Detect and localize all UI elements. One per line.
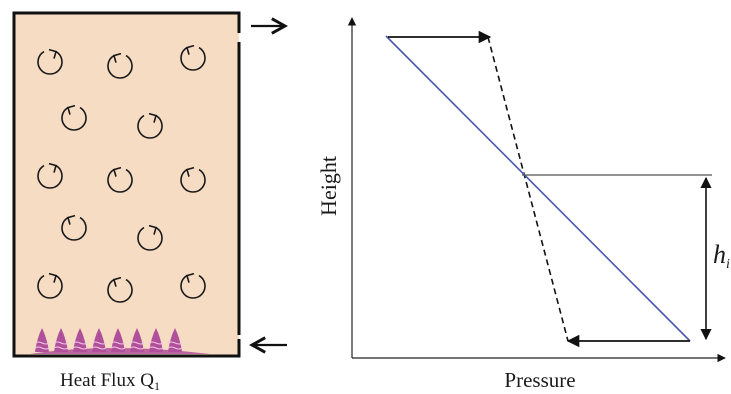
- circular-arrow-icon: [61, 214, 87, 241]
- flame-icon: [149, 328, 163, 352]
- x-axis-label: Pressure: [504, 368, 575, 392]
- flame-wave-icon: [167, 341, 183, 350]
- circular-arrow-icon: [137, 224, 163, 251]
- circular-arrow-icon: [61, 104, 87, 131]
- flame-wave-icon: [72, 341, 88, 350]
- circular-arrow-icon: [180, 272, 206, 299]
- flame-icon: [168, 328, 182, 352]
- circular-arrow-icon: [107, 166, 133, 193]
- flame-wave-icon: [53, 341, 69, 350]
- flame-wave-icon: [34, 341, 50, 350]
- neutral-height-label: hi: [713, 240, 730, 272]
- circular-arrow-icon: [107, 52, 133, 79]
- circular-arrow-icon: [137, 112, 163, 139]
- convection-swirls: [37, 44, 206, 303]
- circular-arrow-icon: [180, 44, 206, 71]
- circular-arrow-icon: [37, 272, 63, 299]
- outdoor-pressure-line: [487, 36, 569, 342]
- flame-wave-icon: [110, 341, 126, 350]
- flame-icon: [130, 328, 144, 352]
- heat-flux-caption: Heat Flux Q1: [60, 370, 160, 393]
- circular-arrow-icon: [37, 48, 63, 75]
- circular-arrow-icon: [37, 162, 63, 189]
- flame-icon: [73, 328, 87, 352]
- flame-icon: [92, 328, 106, 352]
- pressure-height-plot: Height Pressure hi: [316, 17, 730, 392]
- circular-arrow-icon: [180, 166, 206, 193]
- flame-wave-icon: [91, 341, 107, 350]
- flame-wave-icon: [129, 341, 145, 350]
- circular-arrow-icon: [107, 276, 133, 303]
- y-axis-label: Height: [316, 156, 341, 216]
- flame-wave-icon: [148, 341, 164, 350]
- flame-icon: [54, 328, 68, 352]
- heat-source-flames: [30, 328, 210, 354]
- room: [12, 11, 241, 358]
- indoor-pressure-line: [385, 35, 691, 342]
- flame-icon: [111, 328, 125, 352]
- room-border: [12, 11, 241, 358]
- room-interior: [14, 13, 239, 356]
- flame-icon: [35, 328, 49, 352]
